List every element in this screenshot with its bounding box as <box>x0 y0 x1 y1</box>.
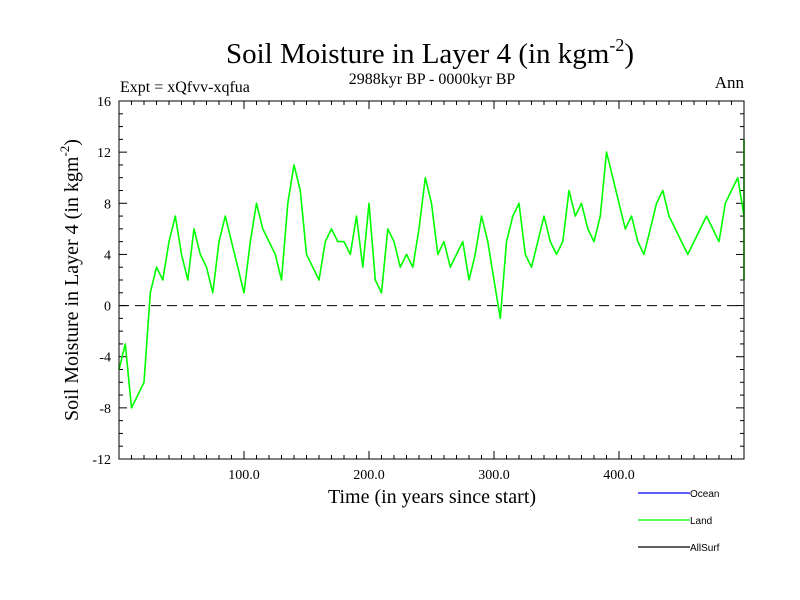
axis-ticks <box>119 101 744 459</box>
y-tick-label: 12 <box>97 146 111 161</box>
y-tick-label: -4 <box>99 351 111 366</box>
y-axis-label-close: ) <box>61 139 83 146</box>
y-axis-label-superscript: -2 <box>57 146 72 157</box>
x-tick-label: 200.0 <box>353 468 385 483</box>
x-tick-label: 100.0 <box>228 468 260 483</box>
chart-title-close: ) <box>624 38 634 70</box>
y-tick-label: 8 <box>104 197 111 212</box>
experiment-label: Expt = xQfvv-xqfua <box>120 79 250 96</box>
chart-title: Soil Moisture in Layer 4 (in kgm-2) <box>226 35 634 70</box>
chart-title-superscript: -2 <box>609 35 624 55</box>
chart-title-main: Soil Moisture in Layer 4 (in kgm <box>226 38 610 70</box>
season-label: Ann <box>715 73 745 92</box>
y-tick-label: 16 <box>97 95 111 110</box>
legend: Ocean Land AllSurf <box>638 489 720 554</box>
data-series <box>118 138 745 409</box>
legend-label-land: Land <box>690 516 712 527</box>
x-tick-label: 300.0 <box>478 468 510 483</box>
plot-frame <box>118 100 745 460</box>
y-tick-label: -12 <box>92 453 111 468</box>
time-range-label: 2988kyr BP - 0000kyr BP <box>349 71 516 88</box>
y-tick-label: 0 <box>104 300 111 315</box>
legend-label-ocean: Ocean <box>690 489 719 500</box>
y-tick-label: -8 <box>99 402 111 417</box>
x-tick-label: 400.0 <box>603 468 635 483</box>
y-axis-label-main: Soil Moisture in Layer 4 (in kgm <box>61 156 83 421</box>
tick-labels: 100.0 200.0 300.0 400.0 -12 -8 -4 0 4 8 12 16 <box>92 95 634 483</box>
y-axis-label: Soil Moisture in Layer 4 (in kgm-2) <box>57 139 83 421</box>
x-axis-label: Time (in years since start) <box>328 486 536 508</box>
legend-label-allsurf: AllSurf <box>690 543 720 554</box>
y-tick-label: 4 <box>104 248 111 263</box>
series-line-land <box>118 138 745 409</box>
